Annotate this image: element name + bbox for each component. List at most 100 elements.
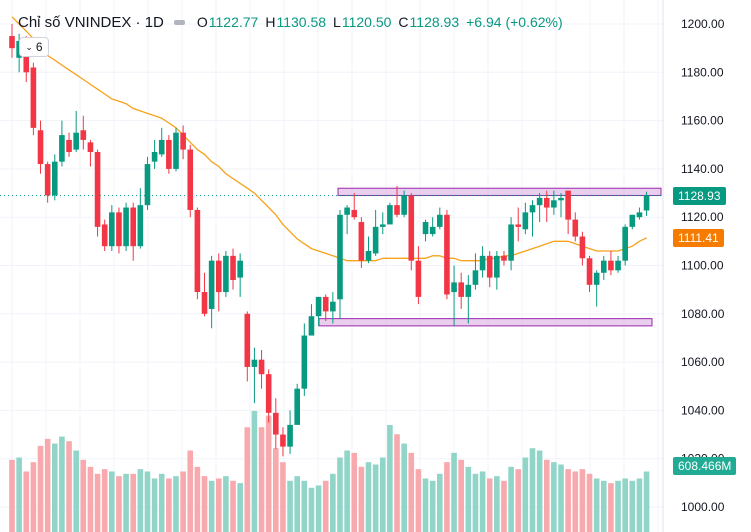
candle-body (365, 251, 372, 261)
volume-bar (244, 427, 251, 532)
volume-bar (522, 457, 529, 532)
candle-body (265, 374, 272, 413)
volume-bar (344, 450, 350, 532)
candle-body (422, 222, 429, 235)
volume-bar (251, 410, 258, 532)
candle-body (522, 212, 529, 230)
price-zone-rect (337, 187, 662, 196)
candle-body (123, 207, 129, 247)
volume-bar (486, 478, 493, 532)
volume-bar (80, 459, 87, 532)
volume-bar (301, 480, 308, 532)
volume-bar (230, 480, 236, 532)
candle-body (137, 205, 144, 247)
volume-bar (358, 466, 365, 532)
volume-bar (73, 450, 79, 532)
candle-body (372, 226, 379, 254)
candle-body (87, 142, 94, 152)
candle-body (330, 301, 336, 312)
candle-body (215, 260, 222, 293)
candle-body (515, 224, 522, 227)
candle-body (494, 255, 500, 278)
candle-body (73, 132, 79, 150)
volume-bar (643, 471, 650, 532)
candle-body (194, 209, 201, 293)
volume-bar (237, 483, 243, 532)
volume-tag: 608.466M (673, 457, 737, 475)
candle-body (387, 205, 393, 225)
candle-body (37, 130, 44, 165)
candle-body (201, 292, 208, 314)
candle-body (643, 195, 650, 211)
volume-bar (287, 480, 293, 532)
price-axis-tick: 1080.00 (681, 307, 725, 321)
high-label: H (265, 14, 276, 30)
volume-bar (151, 478, 158, 532)
candle-body (615, 260, 621, 271)
volume-bar (187, 450, 194, 532)
candle-body (465, 284, 472, 297)
candle-body (208, 260, 215, 309)
volume-bar (130, 473, 137, 532)
volume-bar (265, 415, 272, 532)
candle-body (244, 313, 251, 367)
candle-body (629, 214, 636, 227)
symbol-title[interactable]: Chỉ số VNINDEX · 1D (18, 13, 164, 31)
candle-body (593, 272, 600, 285)
candle-body (600, 260, 607, 273)
candle-body (101, 224, 108, 247)
price-axis-tick: 1120.00 (681, 210, 724, 224)
candle-body (44, 164, 51, 196)
price-axis-tick: 1200.00 (681, 17, 725, 31)
volume-bar (501, 480, 507, 532)
volume-bar (437, 473, 443, 532)
price-axis-tick: 1180.00 (681, 65, 724, 79)
moving-average-line (11, 16, 647, 262)
candle-body (451, 282, 457, 293)
price-axis-tick: 1140.00 (681, 162, 724, 176)
candle-body (223, 255, 229, 293)
volume-bar (558, 464, 564, 532)
volume-bar (322, 480, 329, 532)
candle-body (408, 195, 415, 261)
candle-body (444, 214, 450, 295)
volume-bar (387, 424, 393, 532)
volume-bar (166, 478, 172, 532)
candle-body (472, 270, 479, 285)
candle-body (273, 412, 279, 435)
volume-bar (194, 466, 201, 532)
volume-bar (408, 452, 415, 532)
volume-bar (415, 469, 422, 532)
volume-bar (608, 483, 614, 532)
volume-bar (180, 471, 186, 532)
chart-legend: Chỉ số VNINDEX · 1D O 1122.77 H 1130.58 … (18, 9, 570, 35)
volume-bar (543, 459, 550, 532)
volume-bar (372, 464, 379, 532)
price-axis-tick: 1000.00 (681, 500, 725, 514)
volume-bar (223, 476, 229, 532)
volume-bar (551, 462, 557, 532)
candle-body (636, 212, 643, 218)
candle-body (437, 214, 443, 227)
candle-body (166, 139, 172, 169)
indicators-collapse-button[interactable]: ⌄ 6 (19, 37, 49, 57)
volume-bar (280, 462, 286, 532)
price-axis-tick: 1040.00 (681, 403, 725, 417)
candle-body (30, 67, 37, 128)
candle-body (479, 255, 486, 271)
candle-body (565, 190, 571, 220)
volume-bar (636, 478, 643, 532)
candle-body (59, 135, 65, 162)
candle-body (351, 209, 358, 218)
candle-body (529, 205, 536, 213)
legend-toggle-icon[interactable] (173, 19, 185, 25)
volume-bar (422, 478, 429, 532)
candle-body (280, 434, 286, 447)
volume-bar (16, 457, 22, 532)
volume-bar (593, 478, 600, 532)
volume-bar (401, 443, 407, 532)
volume-bar (94, 473, 101, 532)
candle-body (358, 222, 365, 261)
candle-body (508, 224, 514, 261)
